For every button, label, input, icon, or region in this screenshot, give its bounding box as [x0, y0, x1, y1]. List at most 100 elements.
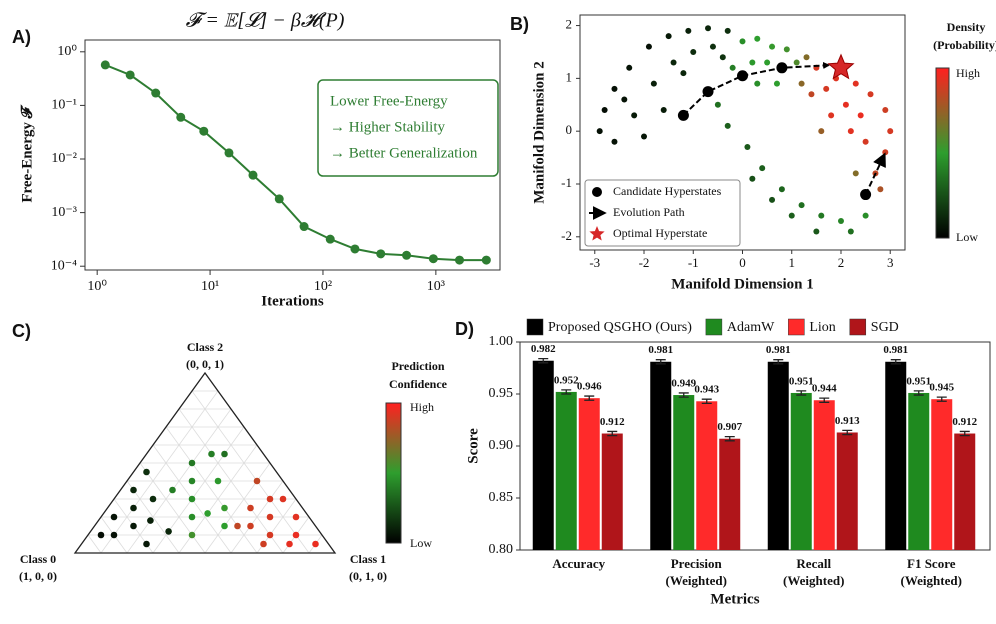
density-point: [665, 33, 672, 40]
point: [325, 234, 335, 244]
legend-label: Evolution Path: [613, 205, 685, 219]
y-axis-label: Free-Energy 𝓕: [19, 104, 35, 202]
bar: [790, 392, 812, 550]
value-label: 0.912: [952, 416, 977, 428]
ternary-point: [149, 495, 157, 503]
colorbar-label: High: [410, 400, 434, 414]
ternary-point: [188, 477, 196, 485]
density-point: [862, 212, 869, 219]
density-point: [847, 228, 854, 235]
density-point: [769, 43, 776, 50]
density-point: [685, 27, 692, 34]
colorbar-title: Prediction: [391, 359, 444, 373]
bar: [578, 398, 600, 550]
bar: [813, 400, 835, 550]
bar: [532, 360, 554, 550]
legend-swatch: [592, 187, 602, 197]
bar: [931, 399, 953, 550]
y-tick-label: 0.80: [489, 542, 514, 557]
ternary-point: [169, 486, 176, 494]
x-tick-label: (Weighted): [666, 573, 727, 588]
y-tick-label: 1.00: [489, 334, 514, 349]
error-bar: [913, 390, 924, 396]
density-point: [847, 128, 854, 135]
ternary-point: [234, 522, 241, 530]
ternary-grid: [165, 426, 258, 554]
colorbar-title: Density: [947, 20, 986, 34]
density-point: [759, 165, 766, 172]
density-point: [798, 80, 805, 87]
density-point: [680, 70, 687, 77]
corner-label: (0, 1, 0): [349, 569, 387, 583]
ternary-point: [221, 522, 228, 530]
bar: [836, 432, 858, 550]
density-point: [645, 43, 652, 50]
y-tick-label: 2: [566, 17, 573, 32]
density-point: [882, 149, 889, 156]
value-label: 0.949: [671, 377, 696, 389]
point: [224, 148, 234, 158]
legend-swatch: [705, 318, 723, 336]
ternary-point: [292, 531, 300, 539]
error-bar: [959, 430, 970, 437]
point: [428, 254, 438, 264]
density-point: [808, 91, 815, 98]
ternary-point: [110, 513, 118, 521]
candidate: [860, 189, 872, 201]
density-point: [709, 43, 716, 50]
ternary-point: [204, 510, 211, 517]
x-tick-label: 10³: [427, 279, 445, 294]
annotation: → Higher Stability: [330, 119, 445, 135]
panel-label: D): [455, 319, 474, 339]
density-point: [641, 133, 648, 140]
value-label: 0.952: [554, 374, 579, 386]
error-bar: [724, 435, 735, 442]
point: [402, 250, 412, 260]
ternary-point: [208, 450, 215, 458]
colorbar-title: (Probability): [933, 38, 996, 52]
value-label: 0.981: [648, 344, 673, 356]
ternary-grid: [126, 480, 180, 554]
density-point: [818, 212, 825, 219]
colorbar-title: Confidence: [389, 377, 448, 391]
density-point: [857, 112, 864, 119]
density-point: [793, 59, 800, 66]
density-point: [783, 46, 790, 53]
candidate: [737, 70, 748, 82]
ternary-point: [110, 531, 118, 539]
y-tick-label: -2: [561, 228, 572, 243]
density-point: [773, 80, 780, 87]
legend-swatch: [526, 318, 544, 336]
bar: [696, 401, 718, 550]
legend-label: Proposed QSGHO (Ours): [548, 320, 692, 335]
value-label: 0.946: [577, 381, 602, 393]
density-point: [690, 48, 697, 55]
density-point: [788, 212, 795, 219]
ternary-point: [130, 522, 137, 530]
ternary-grid: [100, 390, 219, 554]
value-label: 0.912: [600, 416, 625, 428]
density-point: [828, 112, 835, 119]
density-point: [621, 96, 628, 103]
density-point: [749, 59, 756, 66]
legend-label: AdamW: [727, 320, 775, 335]
density-point: [813, 228, 820, 235]
ternary-grid: [204, 462, 271, 554]
error-bar: [842, 429, 853, 436]
candidate: [702, 86, 714, 98]
corner-label: Class 0: [20, 552, 56, 566]
corner-label: Class 2: [187, 340, 223, 354]
ternary-point: [97, 531, 105, 539]
ternary-point: [214, 477, 222, 485]
density-point: [803, 54, 810, 61]
value-label: 0.951: [789, 375, 814, 387]
annotation: → Better Generalization: [330, 145, 478, 161]
value-label: 0.981: [766, 344, 791, 356]
plot-frame: [84, 39, 501, 271]
density-point: [867, 91, 874, 98]
colorbar-label: High: [956, 66, 980, 80]
density-point: [724, 122, 731, 129]
y-tick-label: 1: [566, 69, 573, 84]
value-label: 0.913: [835, 415, 860, 427]
density-point: [877, 186, 884, 193]
